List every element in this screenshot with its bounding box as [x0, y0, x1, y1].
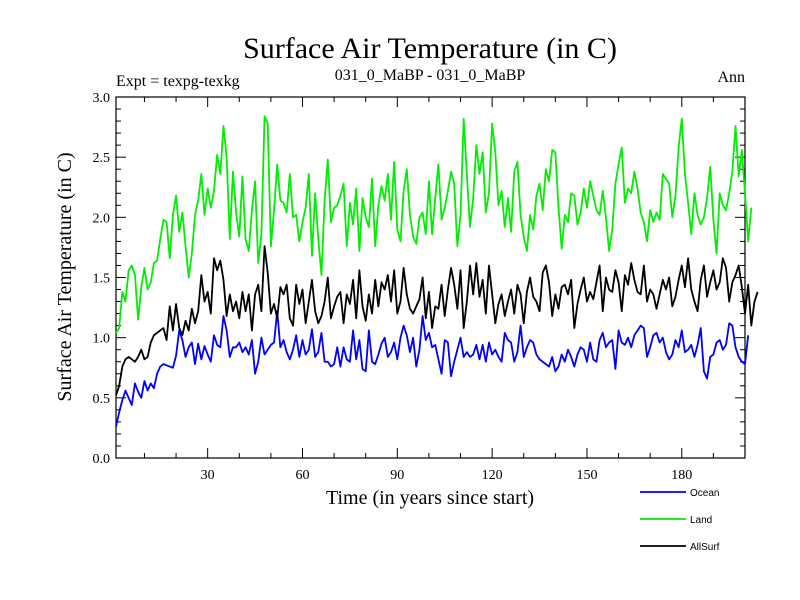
legend-label-land: Land — [690, 515, 712, 526]
y-tick-label: 3.0 — [93, 91, 111, 106]
chart-subtitle-season: Ann — [717, 69, 745, 86]
chart-subtitle-experiment: Expt = texpg-texkg — [116, 73, 240, 90]
y-tick-label: 1.5 — [93, 272, 111, 287]
series-line-ocean — [115, 310, 750, 427]
x-tick-label: 60 — [295, 468, 309, 483]
plot-frame — [115, 96, 746, 459]
x-tick-label: 30 — [201, 468, 215, 483]
x-tick-label: 150 — [576, 468, 597, 483]
x-tick-label: 90 — [390, 468, 404, 483]
legend: Ocean Land AllSurf — [640, 488, 720, 553]
series-layer — [115, 115, 759, 427]
legend-label-allsurf: AllSurf — [690, 542, 720, 553]
series-line-land — [115, 115, 753, 334]
y-tick-label: 0.0 — [93, 452, 111, 467]
y-tick-label: 1.0 — [93, 332, 111, 347]
chart-subtitle-period: 031_0_MaBP - 031_0_MaBP — [335, 67, 526, 84]
legend-label-ocean: Ocean — [690, 488, 719, 499]
y-axis: 0.0 0.5 1.0 1.5 2.0 2.5 3.0 — [93, 91, 745, 467]
x-tick-label: 180 — [671, 468, 692, 483]
chart-title: Surface Air Temperature (in C) — [243, 32, 617, 65]
x-tick-label: 120 — [482, 468, 503, 483]
x-axis-label: Time (in years since start) — [326, 487, 534, 509]
y-tick-label: 2.0 — [93, 211, 111, 226]
y-axis-label: Surface Air Temperature (in C) — [54, 152, 76, 401]
series-line-allsurf — [115, 245, 759, 396]
y-tick-label: 0.5 — [93, 392, 111, 407]
x-axis: 30 60 90 120 150 180 — [143, 97, 714, 483]
y-tick-label: 2.5 — [93, 151, 111, 166]
